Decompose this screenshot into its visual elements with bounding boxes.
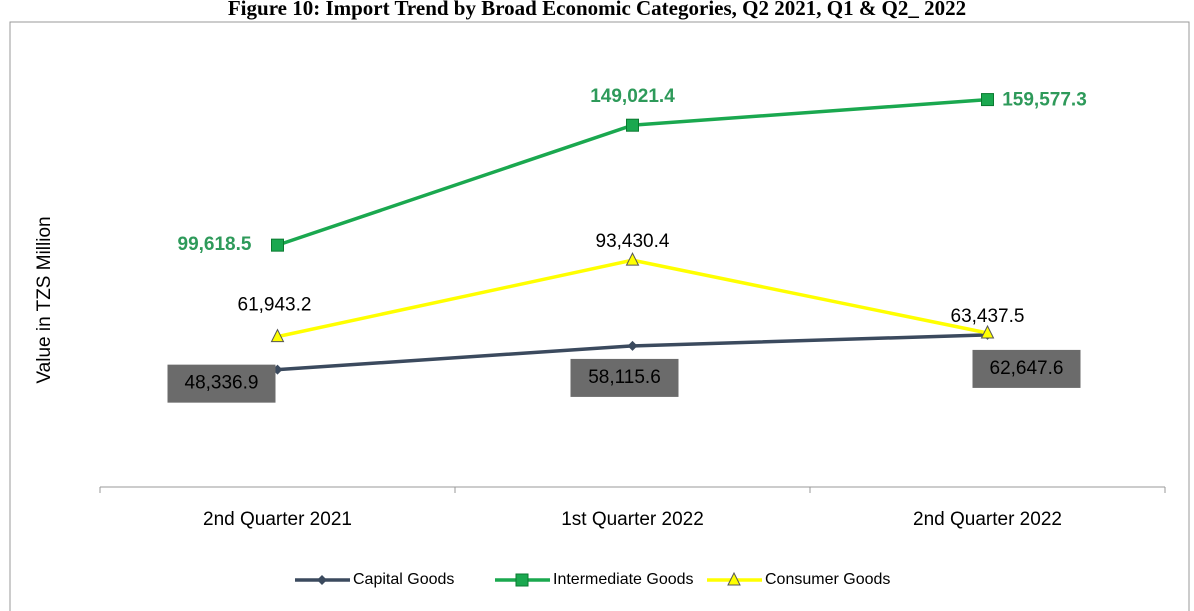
legend-label: Consumer Goods [765, 571, 890, 588]
data-label: 99,618.5 [178, 234, 252, 255]
data-label: 62,647.6 [990, 358, 1064, 379]
data-label: 63,437.5 [951, 306, 1025, 327]
data-label: 48,336.9 [185, 373, 259, 394]
chart-title: Figure 10: Import Trend by Broad Economi… [228, 0, 966, 20]
data-label: 58,115.6 [588, 367, 661, 388]
legend-marker [317, 575, 327, 585]
data-label: 159,577.3 [1002, 90, 1087, 111]
legend-marker [727, 571, 741, 586]
x-tick-label: 2nd Quarter 2022 [913, 509, 1062, 530]
data-point [980, 324, 995, 339]
legend-label: Intermediate Goods [553, 571, 694, 588]
x-tick-label: 2nd Quarter 2021 [203, 509, 352, 530]
x-tick-label: 1st Quarter 2022 [561, 509, 704, 530]
data-point [626, 118, 639, 132]
data-point [271, 238, 284, 252]
data-label-box [972, 349, 1081, 388]
data-label: 149,021.4 [590, 86, 675, 107]
data-label-box [167, 364, 276, 403]
data-label: 93,430.4 [596, 231, 670, 252]
data-point [627, 340, 638, 351]
data-point [981, 93, 994, 107]
chart-border [9, 21, 1190, 611]
legend-marker [515, 573, 529, 587]
data-point [625, 252, 640, 266]
legend-label: Capital Goods [353, 571, 454, 588]
series-line [277, 258, 988, 339]
data-label: 61,943.2 [238, 295, 312, 316]
data-label-box [570, 358, 679, 397]
y-axis-label: Value in TZS Million [34, 216, 55, 383]
data-point [270, 328, 285, 343]
